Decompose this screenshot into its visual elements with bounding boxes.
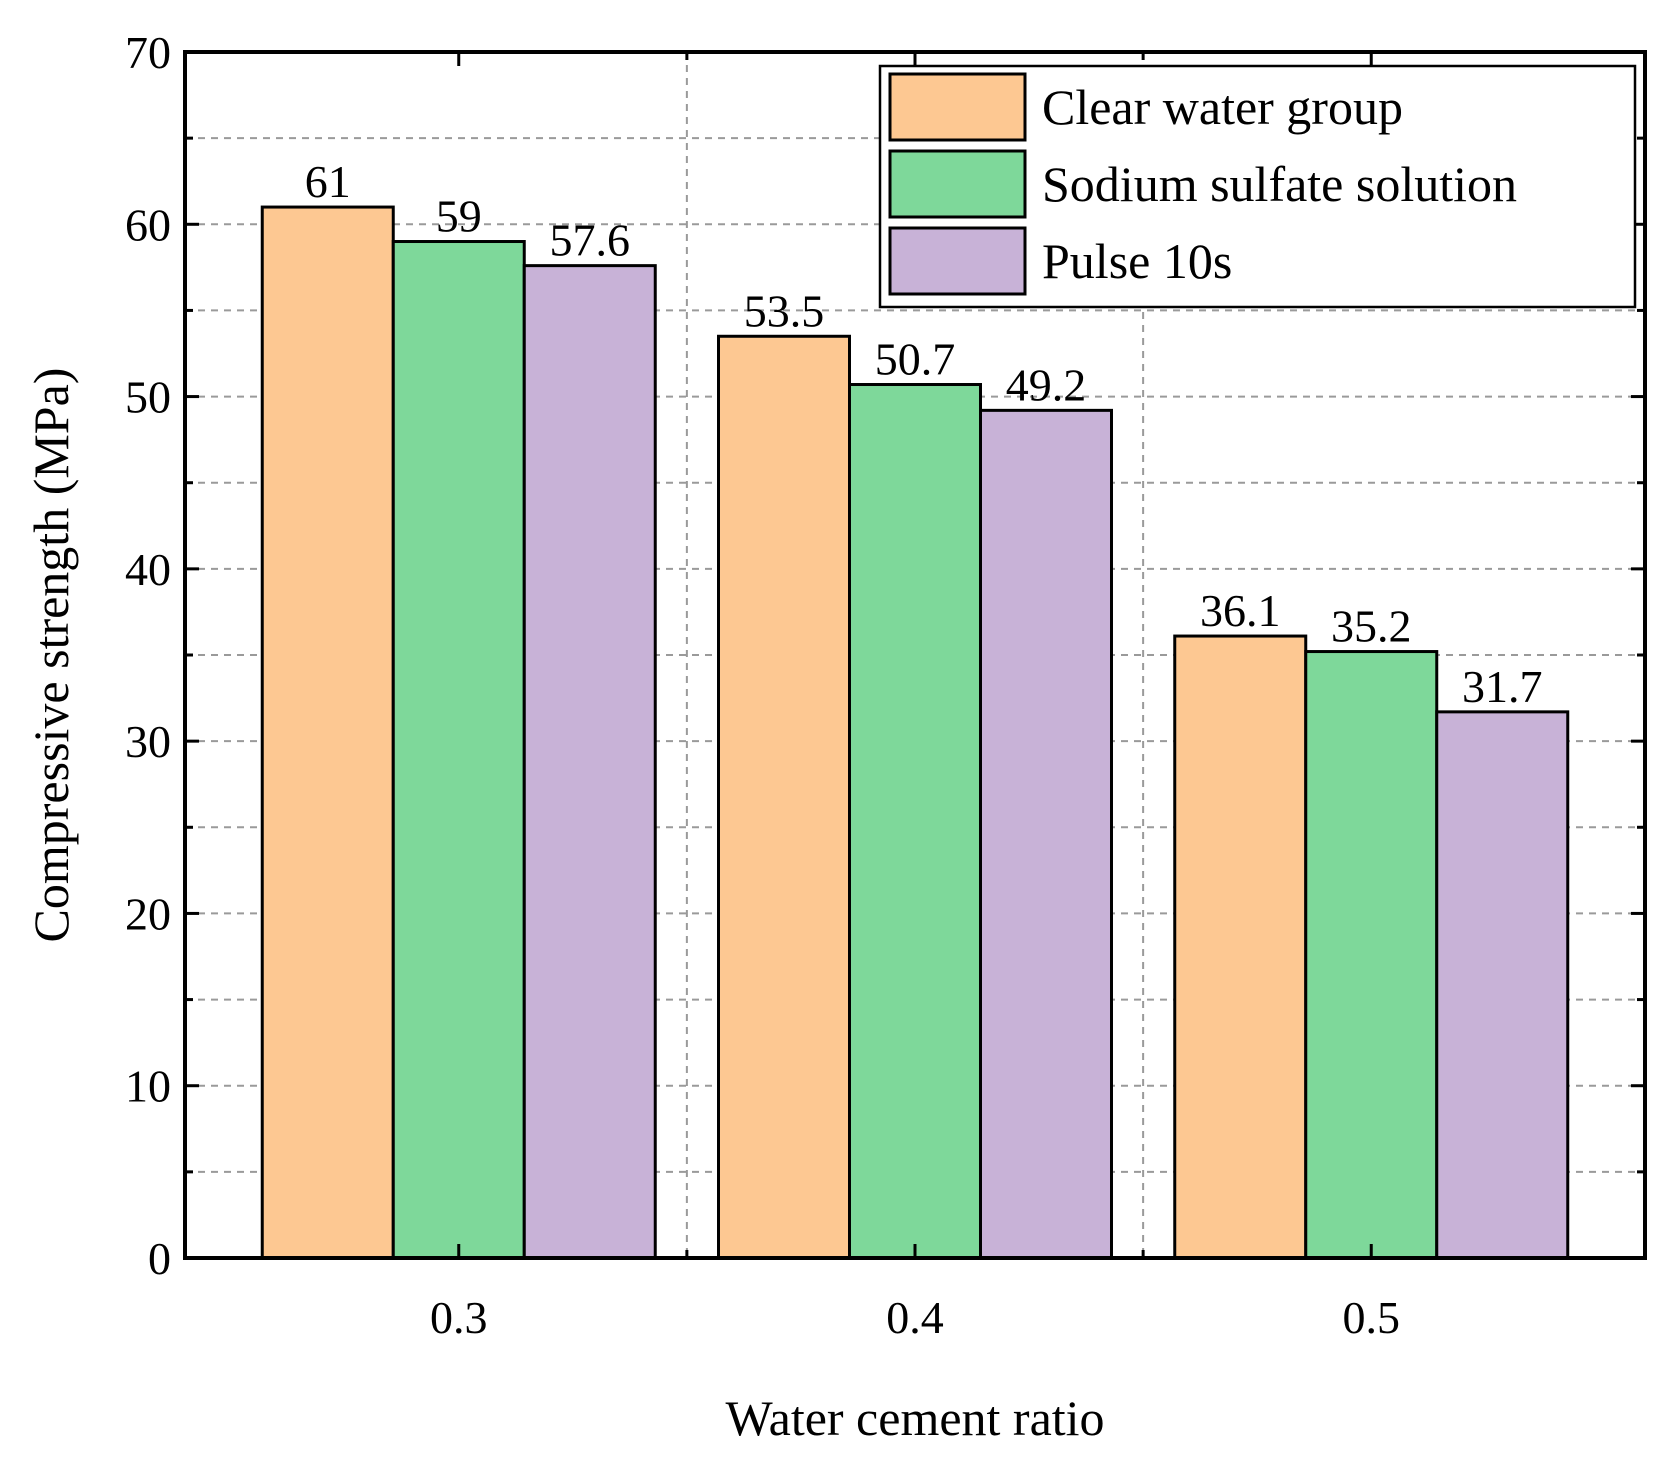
data-label: 31.7	[1462, 661, 1543, 712]
axis-ticks: 0 10 20 30 40 50 60 70 0.3 0.4 0.5	[125, 27, 1645, 1343]
y-tick-label: 20	[125, 888, 171, 939]
x-axis-title: Water cement ratio	[725, 1390, 1104, 1446]
y-tick-label: 60	[125, 199, 171, 250]
legend-label: Clear water group	[1042, 79, 1403, 135]
y-tick-label: 70	[125, 27, 171, 78]
legend-swatch	[888, 149, 1027, 219]
bar-sodium-sulfate-solution-0.5	[1304, 650, 1439, 1260]
y-tick-label: 40	[125, 544, 171, 595]
y-tick-label: 50	[125, 372, 171, 423]
legend: Clear water group Sodium sulfate solution…	[878, 64, 1637, 309]
bar-sodium-sulfate-solution-0.3	[391, 240, 526, 1260]
y-tick-label: 0	[148, 1233, 171, 1284]
data-label: 59	[436, 191, 482, 242]
bar-clear-water-group-0.5	[1173, 634, 1308, 1260]
legend-label: Pulse 10s	[1042, 233, 1232, 289]
data-label: 53.5	[744, 285, 825, 336]
bar-clear-water-group-0.3	[260, 205, 395, 1260]
data-label: 36.1	[1200, 585, 1281, 636]
x-tick-label: 0.5	[1343, 1292, 1401, 1343]
x-tick-label: 0.3	[430, 1292, 488, 1343]
y-tick-label: 10	[125, 1061, 171, 1112]
bar-pulse-10s-0.3	[522, 264, 657, 1260]
legend-swatch	[888, 226, 1027, 296]
bars	[260, 205, 1570, 1260]
data-label: 57.6	[550, 215, 631, 266]
y-axis-title: Compressive strength (MPa)	[23, 368, 79, 943]
x-tick-label: 0.4	[886, 1292, 944, 1343]
data-labels: 61 53.5 36.1 59 50.7 35.2 57.6 49.2 31.7	[305, 156, 1543, 712]
data-label: 49.2	[1006, 359, 1087, 410]
legend-label: Sodium sulfate solution	[1042, 156, 1517, 212]
data-label: 61	[305, 156, 351, 207]
bar-sodium-sulfate-solution-0.4	[848, 383, 982, 1260]
bar-pulse-10s-0.4	[979, 408, 1113, 1260]
data-label: 35.2	[1331, 601, 1412, 652]
data-label: 50.7	[875, 334, 956, 385]
legend-swatch	[888, 72, 1027, 142]
bar-pulse-10s-0.5	[1435, 710, 1570, 1260]
y-tick-label: 30	[125, 716, 171, 767]
bar-clear-water-group-0.4	[717, 334, 851, 1260]
plot-frame	[183, 50, 1647, 1260]
